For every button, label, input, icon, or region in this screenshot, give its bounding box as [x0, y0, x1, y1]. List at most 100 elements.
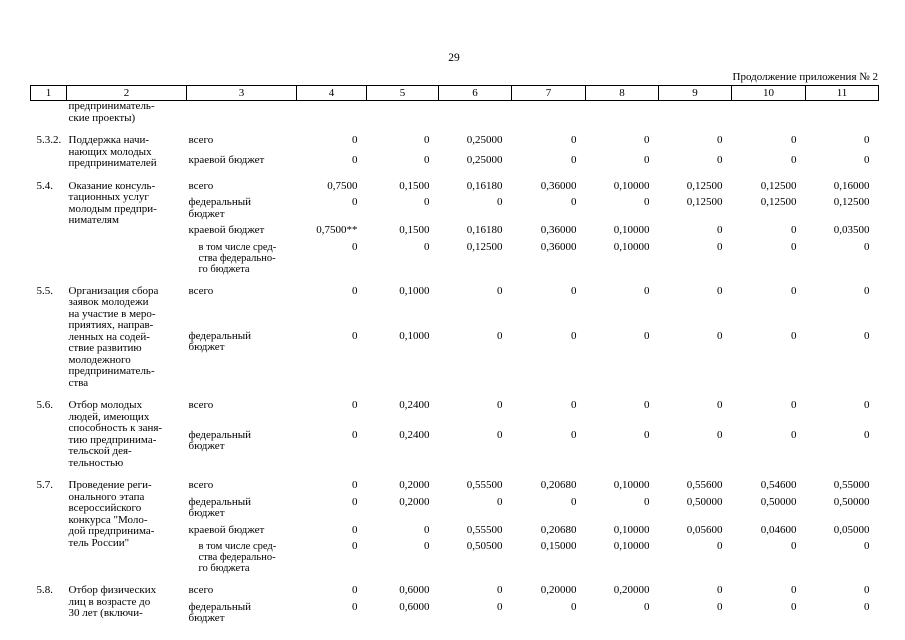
value-cell: 0: [352, 600, 358, 613]
budget-type-label: федеральный бюджет: [188, 196, 252, 220]
value-cell: 0: [352, 540, 358, 552]
value-cell: 0: [791, 240, 797, 253]
value-cell: 0,05000: [833, 523, 870, 536]
budget-type-label: федеральный бюджет: [188, 428, 252, 453]
value-cell: 0,50000: [686, 495, 723, 508]
budget-type-label: [187, 101, 297, 130]
table-row: в том числе сред- ства федерально- го бю…: [31, 540, 879, 579]
value-cell: 0: [644, 154, 650, 167]
item-number: [31, 101, 67, 130]
budget-type-label: в том числе сред- ства федерально- го бю…: [198, 241, 277, 275]
column-number-cell: 4: [296, 85, 367, 101]
value-cell: 0,10000: [613, 523, 650, 536]
value-cell: 0: [352, 399, 358, 411]
value-cell: 0,10000: [613, 179, 650, 192]
value-cell: 0: [352, 479, 358, 491]
value-cell: 0,03500: [833, 224, 870, 236]
value-cell: 0: [644, 134, 650, 146]
value-cell: 0: [864, 600, 870, 613]
value-cell: 0: [497, 600, 503, 613]
budget-type-label: федеральный бюджет: [188, 329, 252, 353]
value-cell: 0: [644, 329, 650, 342]
value-cell: 0,7500**: [316, 224, 358, 236]
value-cell: 0: [352, 428, 358, 441]
value-cell: 0,50500: [466, 540, 503, 552]
value-cell: 0: [571, 134, 577, 146]
value-cell: 0,1500: [399, 224, 430, 236]
value-cell: [732, 101, 806, 130]
value-cell: 0,1000: [399, 329, 430, 342]
value-cell: 0,16000: [833, 179, 870, 192]
value-cell: 0: [864, 329, 870, 342]
item-number: 5.8.: [36, 584, 54, 596]
item-name: Поддержка начи- нающих молодых предприни…: [68, 134, 157, 169]
value-cell: 0: [864, 240, 870, 253]
value-cell: 0,55600: [686, 479, 723, 491]
value-cell: 0: [717, 584, 723, 596]
value-cell: 0,6000: [399, 600, 430, 613]
budget-type-label: всего: [188, 479, 214, 491]
page-number: 29: [448, 52, 460, 64]
value-cell: 0,1500: [399, 179, 430, 192]
value-cell: 0,54600: [760, 479, 797, 491]
budget-type-label: всего: [188, 134, 214, 146]
value-cell: 0: [571, 154, 577, 167]
value-cell: 0: [644, 428, 650, 441]
value-cell: 0: [864, 284, 870, 297]
value-cell: 0,50000: [760, 495, 797, 508]
value-cell: 0: [497, 284, 503, 297]
value-cell: 0: [352, 196, 358, 208]
value-cell: 0: [571, 428, 577, 441]
item-number: 5.3.2.: [36, 134, 62, 146]
value-cell: 0: [717, 329, 723, 342]
table-row: в том числе сред- ства федерально- го бю…: [31, 240, 879, 280]
budget-type-label: всего: [188, 179, 214, 192]
value-cell: 0: [791, 134, 797, 146]
item-name: Отбор молодых людей, имеющих способность…: [68, 399, 163, 469]
value-cell: [586, 101, 659, 130]
value-cell: [297, 101, 367, 130]
value-cell: 0: [352, 495, 358, 508]
value-cell: 0: [791, 540, 797, 552]
value-cell: 0: [497, 428, 503, 441]
value-cell: 0: [717, 428, 723, 441]
budget-table: 1 2 3 4 5 6 7 8 9 10 11 предприниматель- ские прое…: [30, 85, 879, 630]
value-cell: 0,2000: [399, 495, 430, 508]
table-row: 5.6. Отбор молодых людей, имеющих способн…: [31, 394, 879, 468]
value-cell: 0: [791, 329, 797, 342]
value-cell: 0: [424, 154, 430, 167]
item-number: 5.7.: [36, 479, 54, 491]
budget-type-label: федеральный бюджет: [188, 495, 252, 519]
value-cell: 0: [717, 540, 723, 552]
value-cell: 0: [424, 540, 430, 552]
value-cell: 0: [864, 584, 870, 596]
value-cell: 0: [644, 600, 650, 613]
value-cell: 0,6000: [399, 584, 430, 596]
value-cell: 0: [717, 134, 723, 146]
value-cell: 0: [352, 134, 358, 146]
budget-type-label: краевой бюджет: [188, 523, 265, 536]
column-number-cell: 11: [805, 85, 879, 101]
value-cell: 0,15000: [540, 540, 577, 552]
value-cell: 0: [864, 428, 870, 441]
value-cell: 0: [571, 495, 577, 508]
value-cell: 0,10000: [613, 224, 650, 236]
column-number-cell: 9: [658, 85, 732, 101]
value-cell: 0,12500: [686, 179, 723, 192]
value-cell: 0,10000: [613, 540, 650, 552]
item-number: 5.5.: [36, 284, 54, 297]
value-cell: 0,55500: [466, 479, 503, 491]
budget-type-label: всего: [188, 399, 214, 411]
value-cell: 0: [497, 495, 503, 508]
value-cell: 0: [864, 399, 870, 411]
value-cell: 0,2400: [399, 428, 430, 441]
value-cell: 0,12500: [466, 240, 503, 253]
column-number-cell: 8: [585, 85, 659, 101]
value-cell: 0,04600: [760, 523, 797, 536]
table-row: федеральный бюджет 0 0,1000 0 0 0 0 0 0: [31, 329, 879, 395]
value-cell: 0: [717, 399, 723, 411]
value-cell: [367, 101, 439, 130]
value-cell: 0: [424, 196, 430, 208]
budget-type-label: краевой бюджет: [188, 154, 265, 167]
value-cell: 0: [791, 154, 797, 167]
